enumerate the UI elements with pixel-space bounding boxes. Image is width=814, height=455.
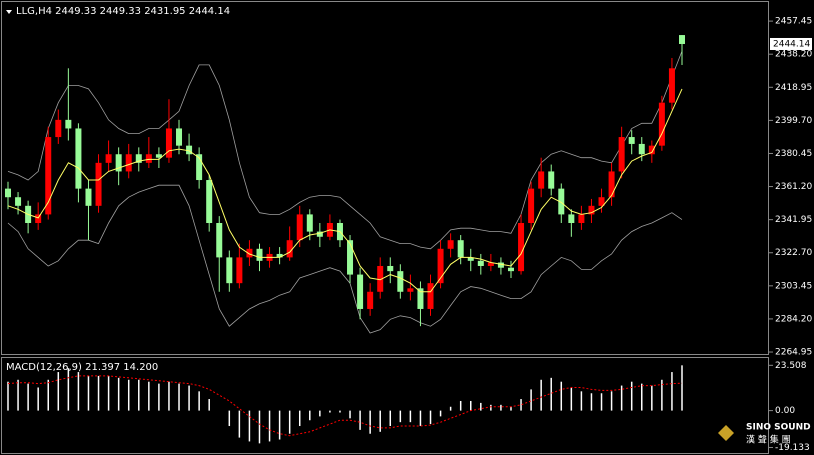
candle-body [306, 214, 313, 232]
candle-body [407, 288, 414, 292]
y-tick-label: 2284.20 [775, 314, 812, 324]
candle-body [45, 137, 52, 215]
candle-body [367, 291, 374, 309]
candle-body [377, 265, 384, 292]
candle-body [497, 262, 504, 268]
y-tick-label: 2418.95 [775, 83, 812, 93]
candle-body [518, 223, 525, 272]
y-tick-label: 2303.45 [775, 281, 812, 291]
candle-body [658, 102, 665, 146]
candle-body [598, 197, 605, 206]
candle-body [115, 154, 122, 172]
candle-body [397, 271, 404, 292]
y-tick-label: 2322.70 [775, 248, 812, 258]
candle-body [286, 240, 293, 258]
candle-body [487, 262, 494, 266]
candle-body [95, 162, 102, 206]
candle-body [578, 214, 585, 224]
dropdown-icon[interactable] [6, 10, 12, 14]
candle-body [638, 143, 645, 155]
band-lower [7, 184, 683, 334]
candle-body [648, 145, 655, 155]
candle-body [467, 257, 474, 261]
last-price-label: 2444.14 [773, 39, 810, 49]
logo-subtitle: 漢 聲 集 團 [746, 434, 791, 446]
candle-body [538, 171, 545, 189]
candle-body [417, 288, 424, 309]
logo-name: SINO SOUND [746, 423, 811, 433]
candle-body [246, 248, 253, 258]
y-tick-label: 2380.45 [775, 149, 812, 159]
y-tick-label: -19.133 [775, 443, 810, 453]
y-tick-label: 2264.95 [775, 348, 812, 358]
candle-body [65, 119, 72, 129]
candle-body [437, 248, 444, 284]
candle-body [668, 68, 675, 103]
candle-body [679, 35, 685, 44]
band-upper [7, 50, 683, 250]
candle-body [135, 154, 142, 163]
candle-body [608, 171, 615, 198]
y-tick-label: 2399.70 [775, 116, 812, 126]
candle-body [528, 188, 535, 224]
candle-body [558, 188, 565, 215]
candle-body [357, 274, 364, 309]
candle-body [85, 188, 92, 206]
candle-body [216, 223, 223, 258]
candle-body [296, 214, 303, 241]
candle-body [618, 137, 625, 172]
candle-body [155, 154, 162, 158]
candle-body [165, 128, 172, 158]
candle-body [15, 197, 22, 206]
candle-body [347, 240, 354, 275]
candle-body [105, 154, 112, 163]
candle-body [226, 257, 233, 284]
price-panel [1, 1, 769, 355]
candle-body [176, 128, 183, 146]
y-tick-label: 2341.95 [775, 215, 812, 225]
candle-body [427, 283, 434, 309]
candle-body [236, 257, 243, 284]
y-tick-label: 23.508 [775, 361, 807, 371]
last-price-box [770, 37, 812, 50]
candle-body [196, 154, 203, 181]
candle-body [548, 171, 555, 189]
macd-panel [1, 357, 769, 454]
y-tick-label: 2457.45 [775, 17, 812, 27]
logo: SINO SOUND 漢 聲 集 團 [718, 423, 811, 446]
candle-body [568, 214, 575, 224]
signal-line [7, 375, 683, 437]
candle-body [387, 265, 394, 272]
candle-body [186, 145, 193, 155]
moving-average [7, 88, 683, 293]
candle-body [457, 240, 464, 258]
macd-title: MACD(12,26,9) 21.397 14.200 [6, 362, 158, 373]
candle-body [145, 154, 152, 163]
candle-body [55, 119, 62, 138]
y-tick-label: 2361.20 [775, 182, 812, 192]
price-title: LLG,H4 2449.33 2449.33 2431.95 2444.14 [16, 6, 230, 17]
y-tick-label: 2438.20 [775, 50, 812, 60]
candle-body [477, 260, 484, 266]
candle-body [125, 154, 132, 172]
candle-body [276, 253, 283, 258]
candle-body [628, 137, 635, 144]
candle-body [206, 180, 213, 224]
candle-body [447, 240, 454, 249]
candle-body [316, 231, 323, 237]
candle-body [5, 188, 11, 198]
candle-body [507, 267, 514, 272]
candle-body [35, 214, 42, 224]
candle-body [588, 205, 595, 215]
logo-icon [718, 425, 734, 441]
candle-body [256, 248, 263, 261]
candle-body [75, 128, 82, 189]
y-tick-label: 0.00 [775, 406, 795, 416]
